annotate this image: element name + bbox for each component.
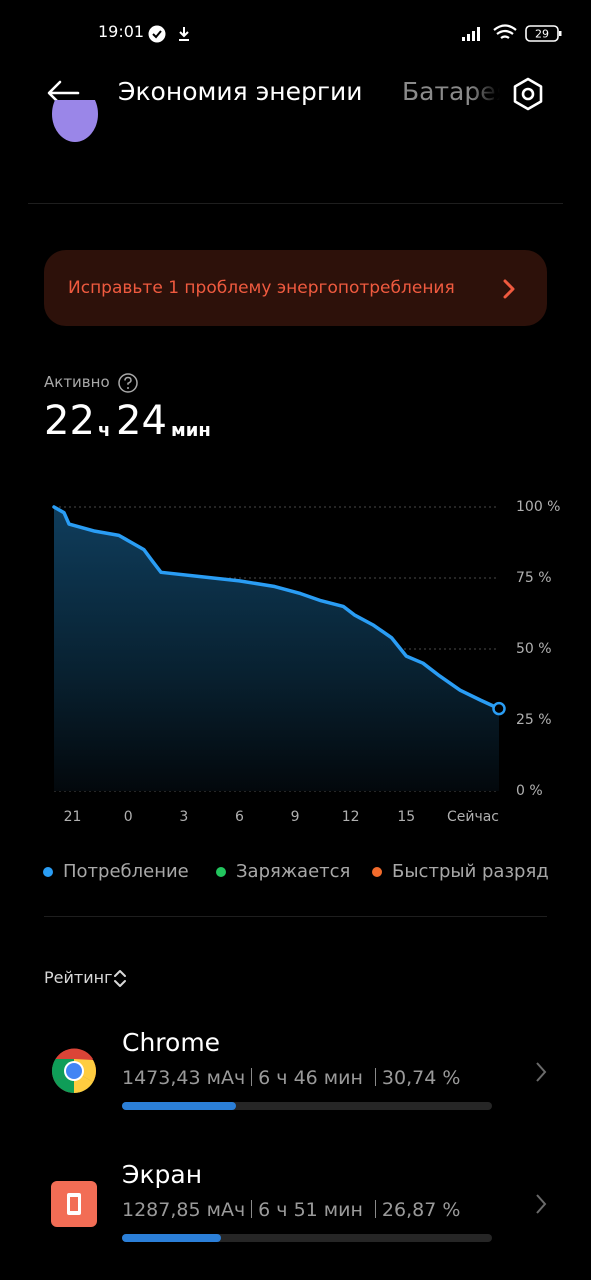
active-hours-unit: ч (98, 420, 111, 441)
profile-avatar-cut (52, 100, 98, 142)
y-tick-label: 0 % (516, 783, 543, 799)
x-tick-label: 21 (64, 809, 82, 825)
x-tick-label: 9 (291, 809, 300, 825)
app-share: 30,74 % (381, 1067, 461, 1089)
legend-label: Заряжается (236, 861, 350, 882)
status-right-icons: 29 (462, 24, 562, 42)
y-tick-label: 100 % (516, 499, 560, 515)
battery-level: 29 (535, 28, 549, 41)
alert-card[interactable] (44, 250, 547, 326)
separator (251, 1200, 253, 1218)
app-name: Chrome (122, 1028, 221, 1057)
line (52, 505, 501, 711)
share-track (122, 1234, 492, 1242)
legend-label: Потребление (63, 861, 189, 882)
sort-icon[interactable] (112, 969, 128, 989)
header-tab[interactable]: Батарея (402, 77, 500, 106)
app-chevron[interactable] (532, 1192, 550, 1216)
separator (374, 1068, 376, 1086)
legend-dot (372, 867, 382, 877)
y-tick-label: 75 % (516, 570, 552, 586)
active-label: Активно (44, 373, 110, 391)
x-tick-label: 15 (397, 809, 415, 825)
app-time: 6 ч 51 мин (258, 1199, 363, 1221)
share-bar (122, 1234, 222, 1242)
alert-chevron (503, 279, 515, 299)
share-bar (122, 1102, 236, 1110)
app-info: 1473,43 мАч 6 ч 46 мин 30,74 % (122, 1067, 460, 1089)
app-capacity: 1473,43 мАч (122, 1067, 246, 1089)
area (54, 507, 499, 791)
chrome-icon (51, 1048, 96, 1093)
legend-dot (216, 867, 226, 877)
x-tick-label: 0 (124, 809, 133, 825)
app-time: 6 ч 46 мин (258, 1067, 363, 1089)
active-minutes: 24 (116, 398, 167, 444)
help-icon[interactable] (117, 372, 139, 394)
share-track (122, 1102, 492, 1110)
divider (44, 916, 547, 917)
app-capacity: 1287,85 мАч (122, 1199, 246, 1221)
x-tick-label: 6 (235, 809, 244, 825)
y-tick-label: 25 % (516, 712, 552, 728)
separator (251, 1068, 253, 1086)
battery-chart: 0 % 25 % 50 % 75 % 100 % 21 0 3 6 9 12 15 Сейчас Потр… (43, 499, 560, 882)
app-chevron[interactable] (532, 1060, 550, 1084)
app-share: 26,87 % (381, 1199, 461, 1221)
legend-label: Быстрый разряд (392, 861, 549, 882)
divider (28, 203, 563, 204)
ranking-label[interactable]: Рейтинг (44, 968, 113, 987)
app-info: 1287,85 мАч 6 ч 51 мин 26,87 % (122, 1199, 460, 1221)
active-minutes-unit: мин (171, 420, 211, 441)
alert-text: Исправьте 1 проблему энергопотребления (68, 278, 455, 298)
screen-icon (51, 1181, 97, 1227)
x-tick-label: 12 (342, 809, 360, 825)
current-point (492, 701, 506, 716)
x-tick-label: 3 (179, 809, 188, 825)
separator (374, 1200, 376, 1218)
settings-button[interactable] (510, 76, 546, 112)
y-tick-label: 50 % (516, 641, 552, 657)
active-hours: 22 (44, 398, 95, 444)
header-title: Экономия энергии (118, 77, 363, 106)
status-time: 19:01 (98, 22, 145, 41)
x-tick-label: Сейчас (447, 809, 499, 825)
legend-dot (43, 867, 53, 877)
app-name: Экран (122, 1160, 203, 1189)
status-icons (148, 25, 189, 43)
